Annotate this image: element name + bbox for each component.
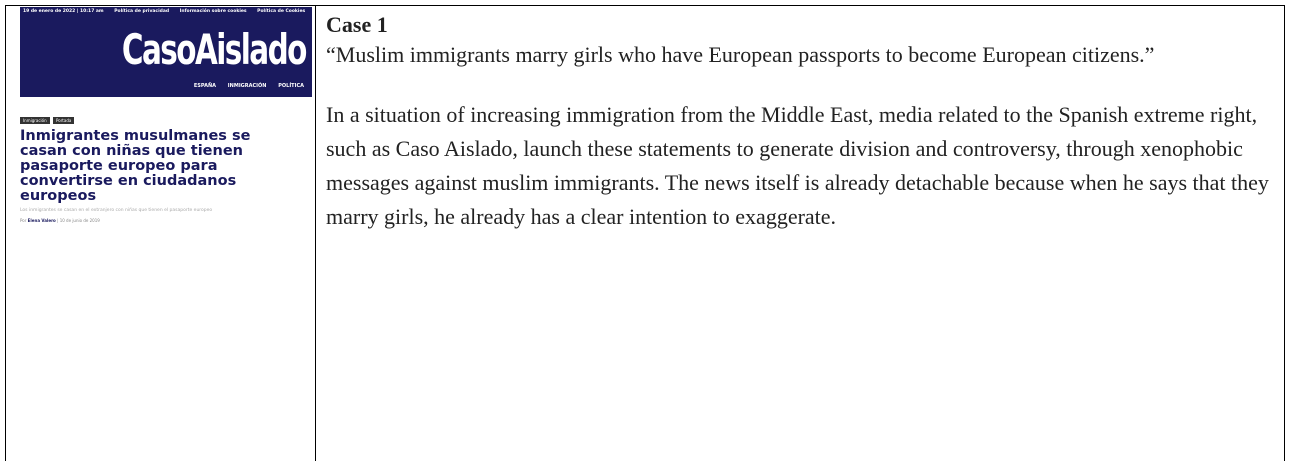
tag[interactable]: Inmigración xyxy=(20,117,50,124)
byline: Por Elena Valero | 10 de junio de 2019 xyxy=(20,218,312,223)
nav-item[interactable]: INMIGRACIÓN xyxy=(228,83,267,89)
link[interactable]: Política de Cookies xyxy=(257,9,305,14)
body-text: In a situation of increasing immigration… xyxy=(326,98,1281,234)
link[interactable]: Política de privacidad xyxy=(114,9,169,14)
author[interactable]: Elena Valero xyxy=(28,218,56,223)
news-screenshot: 19 de enero de 2022 | 10:17 am Política … xyxy=(20,7,312,223)
image-cell: 19 de enero de 2022 | 10:17 am Política … xyxy=(5,6,315,461)
nav-item[interactable]: ESPAÑA xyxy=(194,83,216,89)
nav-item[interactable]: POLÍTICA xyxy=(278,83,304,89)
border xyxy=(1284,6,1285,461)
quote: “Muslim immigrants marry girls who have … xyxy=(326,38,1281,72)
nav: ESPAÑA INMIGRACIÓN POLÍTICA xyxy=(184,83,304,89)
table: 19 de enero de 2022 | 10:17 am Política … xyxy=(5,5,1285,461)
headline: Inmigrantes musulmanes se casan con niña… xyxy=(20,129,275,204)
logo[interactable]: CasoAislado xyxy=(122,25,306,74)
tags: Inmigración Portada xyxy=(20,118,312,123)
subtitle: Los inmigrantes se casan en el extranjer… xyxy=(20,208,312,213)
page: 19 de enero de 2022 | 10:17 am Política … xyxy=(0,0,1290,460)
link[interactable]: Información sobre cookies xyxy=(180,9,247,14)
date: 10 de junio de 2019 xyxy=(60,218,100,223)
site-header: 19 de enero de 2022 | 10:17 am Política … xyxy=(20,7,312,97)
date: 19 de enero de 2022 | 10:17 am xyxy=(23,9,104,14)
text-cell: Case 1 “Muslim immigrants marry girls wh… xyxy=(326,12,1281,234)
byline-prefix: Por xyxy=(20,218,26,223)
border xyxy=(315,6,316,461)
case-title: Case 1 xyxy=(326,12,1281,38)
tag[interactable]: Portada xyxy=(53,117,74,124)
